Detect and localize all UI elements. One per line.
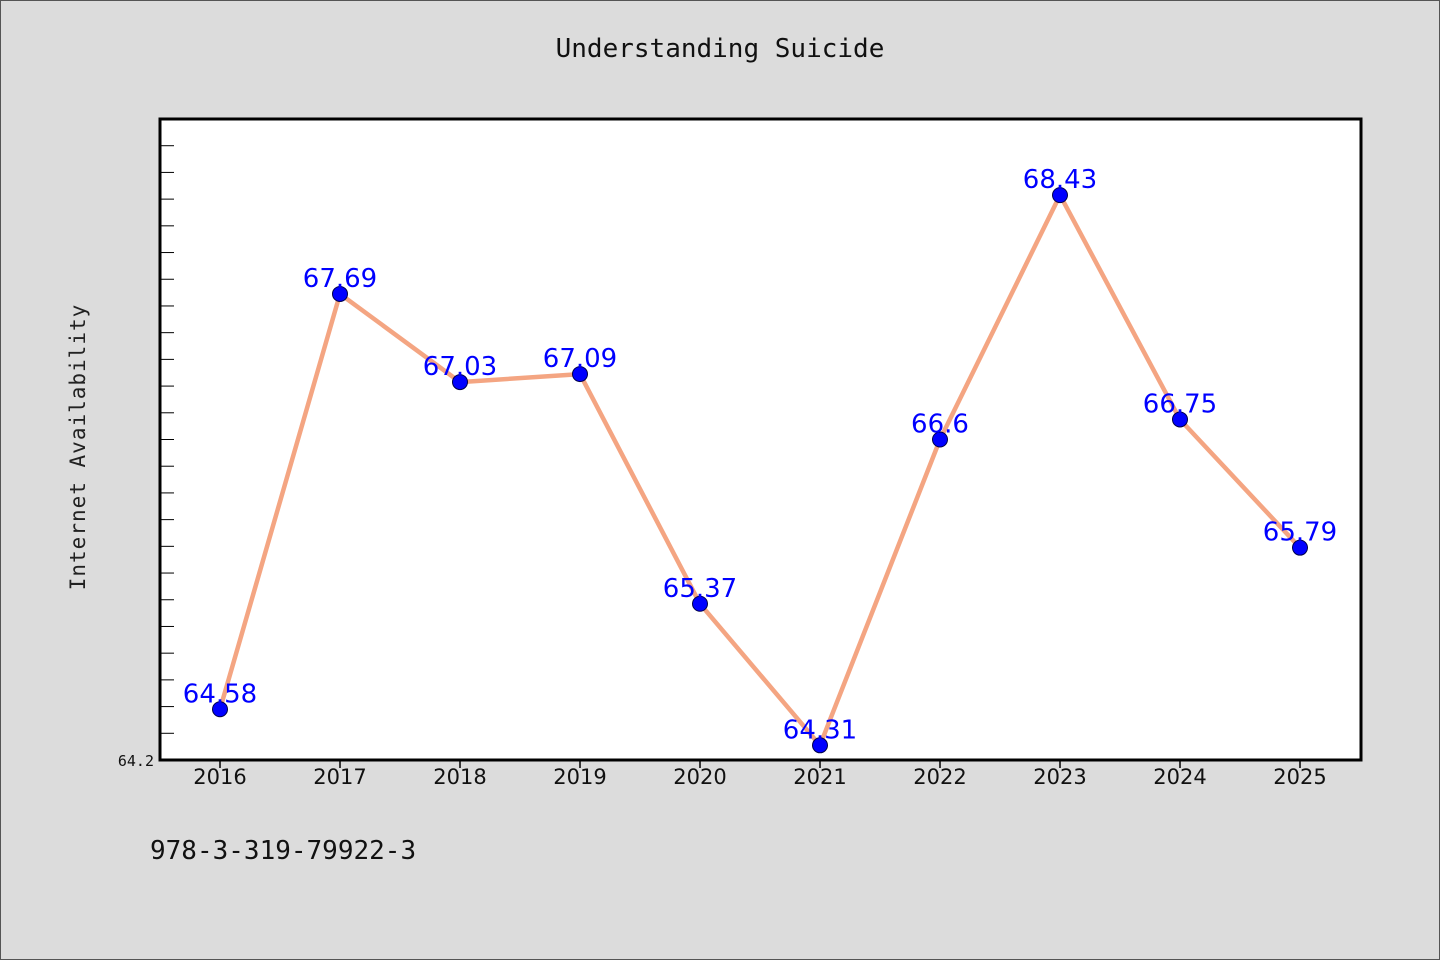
- isbn-text: 978-3-319-79922-3: [150, 836, 417, 866]
- series-markers: [212, 187, 1308, 754]
- data-label: 67.03: [423, 352, 497, 382]
- x-tick-label: 2023: [1033, 765, 1086, 789]
- series-lines: [217, 192, 1303, 748]
- data-label: 64.58: [183, 679, 257, 709]
- data-point: [1172, 411, 1188, 428]
- x-tick-label: 2021: [793, 765, 846, 789]
- x-tick-label: 2025: [1273, 765, 1326, 789]
- data-label: 67.69: [303, 264, 377, 294]
- data-label: 66.6: [911, 410, 969, 440]
- x-tick-label: 2016: [193, 765, 246, 789]
- data-label: 65.37: [663, 574, 737, 604]
- x-tick-label: 2024: [1153, 765, 1206, 789]
- data-point: [812, 737, 828, 754]
- data-point: [692, 595, 708, 612]
- data-point: [572, 366, 588, 383]
- series-line: [217, 192, 1303, 748]
- data-point: [452, 374, 468, 391]
- data-point: [932, 431, 948, 448]
- data-point: [1052, 187, 1068, 204]
- chart-title: Understanding Suicide: [555, 34, 885, 64]
- data-label: 65.79: [1263, 518, 1337, 548]
- plot-area: [158, 117, 1363, 762]
- data-label: 68.43: [1023, 165, 1097, 195]
- data-label: 66.75: [1143, 389, 1217, 419]
- data-label: 64.31: [783, 715, 857, 745]
- y-axis-tick-labels: 64.2: [118, 752, 154, 770]
- x-tick-label: 2019: [553, 765, 606, 789]
- data-point: [332, 285, 348, 302]
- y-tick-label: 64.2: [118, 752, 154, 770]
- x-tick-label: 2018: [433, 765, 486, 789]
- data-labels: 64.58 67.69 67.03 67.09 65.37 64.31 66.6 68.43 6…: [183, 165, 1337, 745]
- data-point: [212, 701, 228, 718]
- data-label: 67.09: [543, 344, 617, 374]
- x-axis-ticks: 2016 2017 2018 2019 2020 2021 2022 2023 2024 2025: [193, 760, 1327, 789]
- x-tick-label: 2017: [313, 765, 366, 789]
- data-point: [1292, 539, 1308, 556]
- x-tick-label: 2022: [913, 765, 966, 789]
- x-tick-label: 2020: [673, 765, 726, 789]
- y-minor-ticks: [160, 145, 174, 734]
